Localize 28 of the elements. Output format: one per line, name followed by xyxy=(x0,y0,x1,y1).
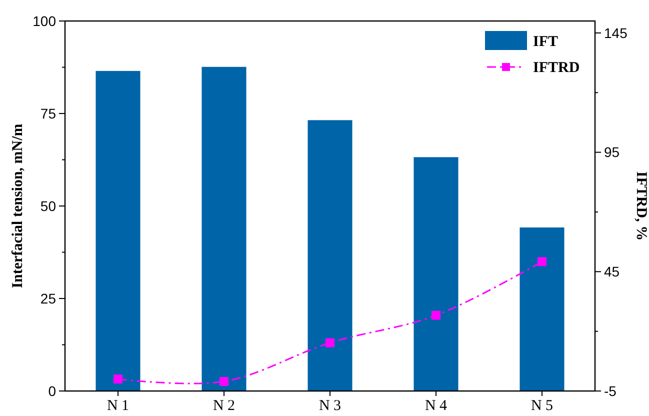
y2-tick-label: -5 xyxy=(604,382,617,399)
y-tick-label: 100 xyxy=(32,12,56,29)
bar xyxy=(308,120,352,391)
x-tick-label: N 4 xyxy=(424,398,448,414)
legend-label: IFT xyxy=(533,34,558,50)
y2-tick-label: 145 xyxy=(604,24,628,41)
x-tick-label: N 1 xyxy=(106,398,130,414)
y-tick-label: 25 xyxy=(40,290,56,306)
y-tick-label: 0 xyxy=(48,382,56,399)
point xyxy=(538,257,546,266)
bar xyxy=(414,157,458,391)
y-axis-title: Interfacial tension, mN/m xyxy=(10,123,26,288)
y2-axis-title: IFTRD, % xyxy=(633,171,649,241)
bar xyxy=(202,66,246,391)
bar xyxy=(96,70,140,391)
y-tick-label: 50 xyxy=(40,198,56,214)
y-tick-label: 75 xyxy=(40,105,56,122)
legend-label: IFTRD xyxy=(533,60,580,76)
point xyxy=(432,310,440,320)
x-tick-label: N 2 xyxy=(212,398,236,414)
point xyxy=(220,376,228,386)
x-tick-label: N 3 xyxy=(318,398,342,414)
y2-tick-label: 95 xyxy=(604,144,620,160)
point xyxy=(326,338,334,348)
x-tick-label: N 5 xyxy=(530,398,554,414)
y2-tick-label: 45 xyxy=(604,264,620,280)
point xyxy=(114,374,122,384)
bar xyxy=(520,227,564,391)
